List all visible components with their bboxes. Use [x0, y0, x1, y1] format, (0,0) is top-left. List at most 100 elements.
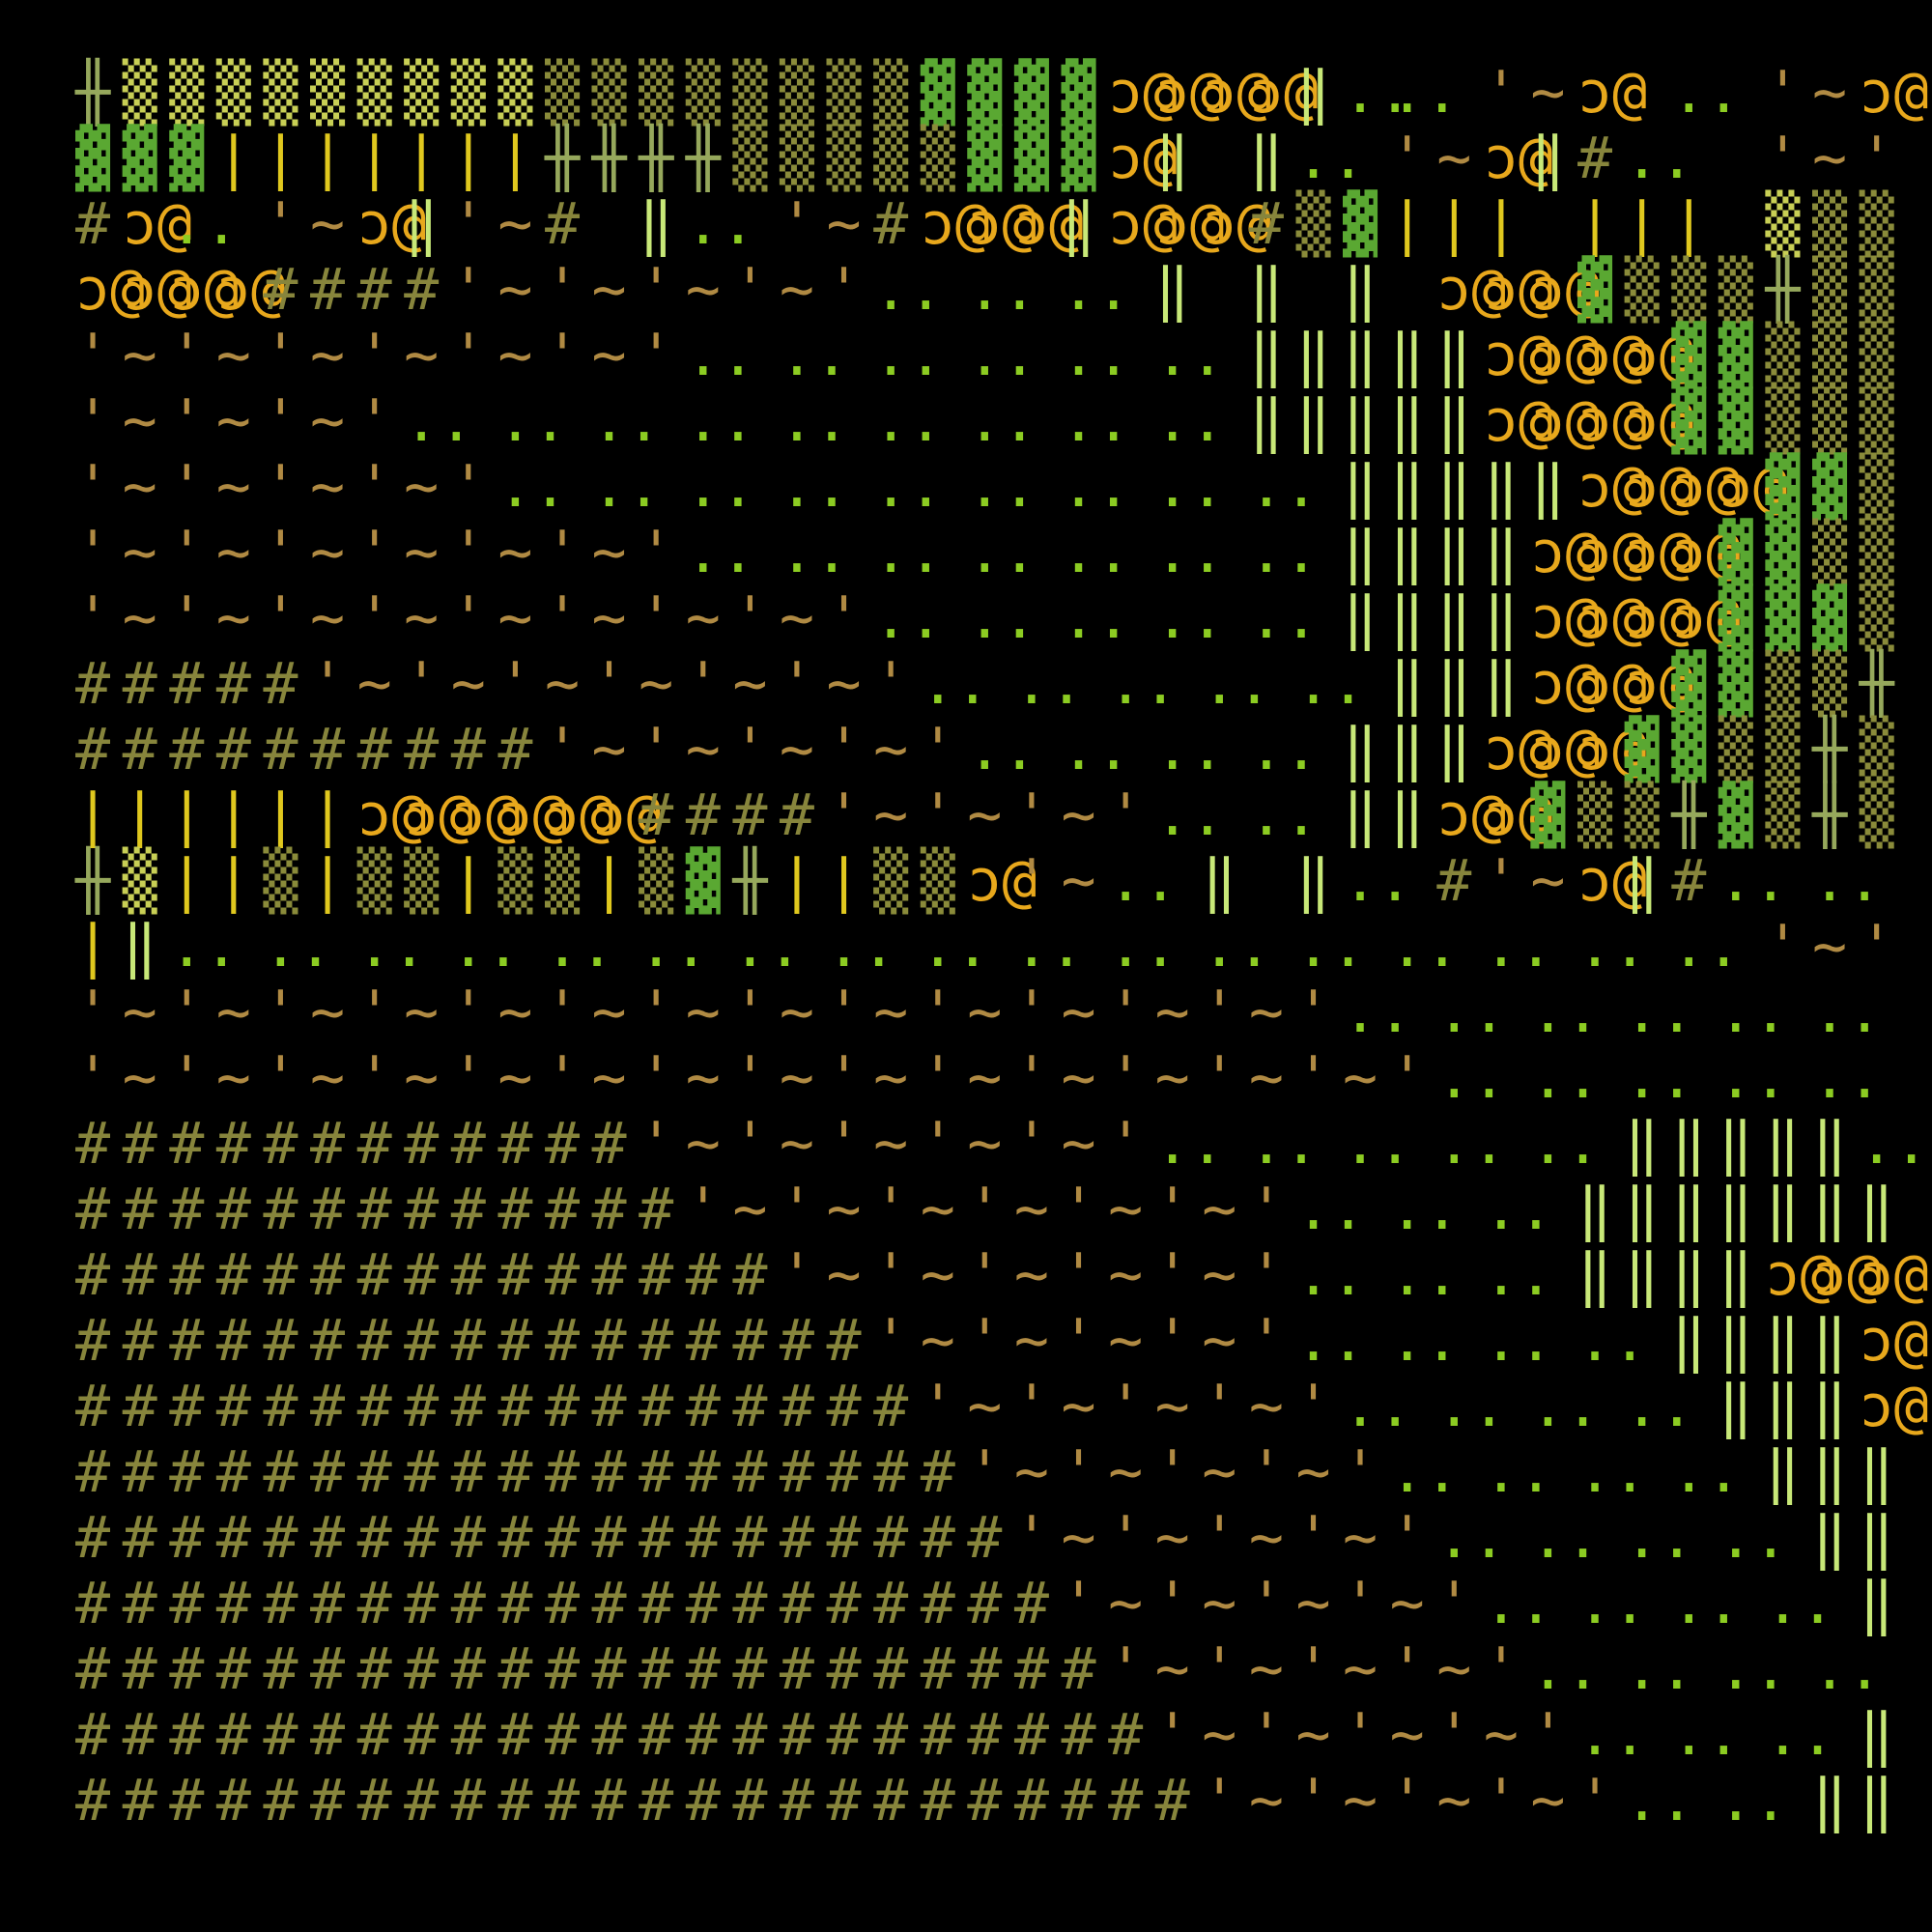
- hash-glyph: #: [309, 1241, 346, 1309]
- hash-glyph: #: [309, 1110, 346, 1178]
- dots-glyph: ..: [1389, 913, 1460, 980]
- blank-glyph: [1249, 651, 1296, 717]
- tick-glyph: ': [1202, 979, 1237, 1046]
- double-bar-glyph: ‖: [1765, 1373, 1801, 1440]
- tick-glyph: ': [967, 1176, 1003, 1243]
- hash-glyph: #: [826, 1504, 862, 1572]
- tick-glyph: ': [169, 1044, 205, 1112]
- dots-glyph: ..: [779, 387, 850, 455]
- dots-glyph: ..: [1154, 322, 1225, 389]
- double-bar-glyph: ‖: [1765, 1307, 1801, 1375]
- dots-glyph: ..: [639, 913, 709, 980]
- hash-glyph: #: [591, 1701, 627, 1769]
- hash-glyph: #: [75, 1176, 111, 1243]
- hash-glyph: #: [591, 1504, 627, 1572]
- dots-glyph: ..: [1108, 913, 1179, 980]
- hash-glyph: #: [544, 1570, 581, 1637]
- blank-glyph: [1530, 1177, 1577, 1242]
- eye-glyph: ɔ@: [1624, 387, 1694, 455]
- dots-glyph: ..: [1624, 1373, 1694, 1440]
- dotted-block-glyph: ▒: [263, 847, 298, 915]
- dots-glyph: ..: [1061, 584, 1131, 652]
- dots-glyph: ..: [1343, 59, 1413, 127]
- ascii-row: # # # # # # # # # # ' ~ ' ~ ' ~ ' ~ '.. .. .. .. ‖ ‖ ‖ ɔ@ɔ@ɔ@…: [75, 717, 1906, 782]
- hash-glyph: #: [639, 1701, 674, 1769]
- double-bar-glyph: ‖: [1483, 453, 1519, 521]
- dotted-block-glyph: ▒: [826, 59, 862, 127]
- hash-glyph: #: [404, 1570, 440, 1637]
- hash-glyph: #: [450, 1504, 486, 1572]
- tick-glyph: ': [591, 650, 627, 718]
- tilde-glyph: ~: [122, 387, 157, 455]
- blank-glyph: [1343, 126, 1390, 191]
- dense-block-glyph: ▓: [967, 125, 1003, 192]
- blank-glyph: [1765, 980, 1812, 1045]
- blank-glyph: [1484, 1111, 1531, 1177]
- double-bar-glyph: ‖: [1389, 387, 1425, 455]
- hash-glyph: #: [404, 1176, 440, 1243]
- ascii-row: # # # # # # # # # # # # # # # # # # # # # # # ' ~ ' ~ ' ~ ' ~ '.. .. ..…: [75, 1702, 1906, 1768]
- vertical-bar-glyph: |: [450, 125, 486, 192]
- tick-glyph: ': [75, 453, 111, 521]
- tilde-glyph: ~: [1530, 1767, 1566, 1834]
- tick-glyph: ': [826, 1044, 862, 1112]
- hash-glyph: #: [685, 1307, 721, 1375]
- dots-glyph: ..: [1530, 1110, 1601, 1178]
- dots-glyph: ..: [967, 716, 1037, 783]
- double-bar-glyph: ‖: [1483, 650, 1519, 718]
- dotted-block-glyph: ▒: [1765, 781, 1801, 849]
- tilde-glyph: ~: [309, 584, 346, 652]
- tilde-glyph: ~: [1013, 1307, 1049, 1375]
- blank-glyph: [873, 914, 921, 980]
- hash-glyph: #: [544, 1110, 581, 1178]
- dots-glyph: ..: [404, 387, 474, 455]
- dotted-block-glyph: ▒: [1577, 781, 1613, 849]
- eye-glyph: ɔ@: [1530, 322, 1601, 389]
- dots-glyph: ..: [1248, 584, 1320, 652]
- hash-glyph: #: [685, 781, 721, 849]
- blank-glyph: [1671, 980, 1719, 1045]
- tick-glyph: ': [732, 256, 768, 324]
- tick-glyph: ': [1108, 781, 1144, 849]
- blank-glyph: [1436, 60, 1484, 126]
- dense-block-glyph: ▓: [1061, 59, 1096, 127]
- dots-glyph: ..: [497, 453, 568, 521]
- dotted-block-glyph: ▒: [1859, 584, 1894, 652]
- blank-glyph: [1484, 1505, 1531, 1571]
- dotted-block-glyph: ▒: [873, 125, 909, 192]
- tilde-glyph: ~: [497, 190, 533, 258]
- blank-glyph: [1108, 388, 1155, 454]
- blank-glyph: [1860, 848, 1907, 914]
- blank-glyph: [1671, 1374, 1719, 1439]
- eye-glyph: ɔ@: [1577, 322, 1648, 389]
- dense-block-glyph: ▓: [1718, 519, 1753, 586]
- dotted-block-glyph: ▒: [1295, 190, 1331, 258]
- tilde-glyph: ~: [215, 322, 251, 389]
- eye-glyph: ɔ@: [1624, 322, 1694, 389]
- double-bar-glyph: ‖: [1483, 584, 1519, 652]
- tilde-glyph: ~: [967, 1044, 1003, 1112]
- tilde-glyph: ~: [1202, 1701, 1237, 1769]
- dots-glyph: ..: [967, 256, 1037, 324]
- tick-glyph: ': [263, 190, 298, 258]
- tilde-glyph: ~: [873, 979, 909, 1046]
- blank-glyph: [732, 191, 780, 257]
- hash-glyph: #: [732, 1767, 768, 1834]
- tick-glyph: ': [873, 1176, 909, 1243]
- hash-glyph: #: [1154, 1767, 1190, 1834]
- double-bar-glyph: ‖: [1811, 1438, 1848, 1506]
- tick-glyph: ': [1295, 1373, 1331, 1440]
- blank-glyph: [732, 323, 780, 388]
- ascii-row: # # # # # # # # # # # # # # # # # # ' ~ ' ~ ' ~ ' ~ '.. .. .. .. ‖…: [75, 1373, 1929, 1440]
- tilde-glyph: ~: [873, 1044, 909, 1112]
- blank-glyph: [1014, 388, 1062, 454]
- hash-glyph: #: [263, 1176, 298, 1243]
- hash-glyph: #: [497, 1504, 533, 1572]
- eye-glyph: ɔ@: [356, 190, 427, 258]
- eye-glyph: ɔ@: [967, 847, 1037, 915]
- hash-glyph: #: [497, 1438, 533, 1506]
- tilde-glyph: ~: [450, 650, 486, 718]
- dots-glyph: ..: [1624, 125, 1694, 192]
- double-bar-glyph: ‖: [1671, 1241, 1707, 1309]
- vertical-bar-glyph: |: [779, 847, 815, 915]
